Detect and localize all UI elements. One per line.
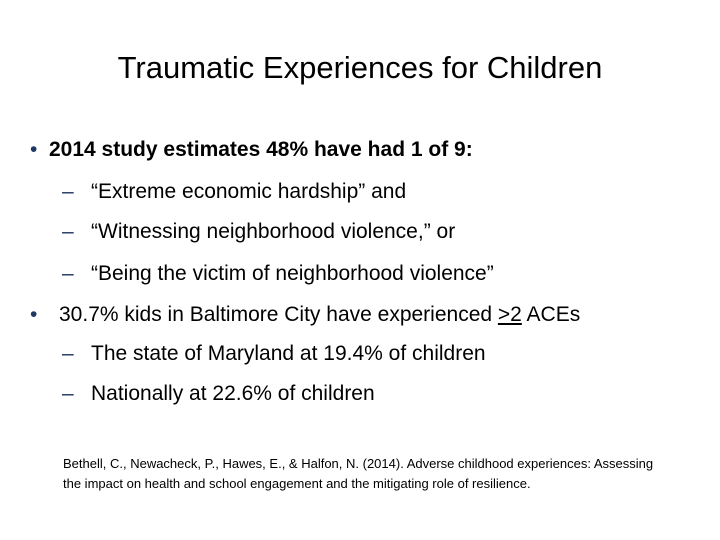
sub-bullet-marker: –: [62, 342, 74, 365]
bullet-2-text: 30.7% kids in Baltimore City have experi…: [59, 301, 580, 329]
bullet-1-text: 2014 study estimates 48% have had 1 of 9…: [49, 138, 473, 161]
bullet-2-text-before: 30.7% kids in Baltimore City have experi…: [59, 303, 498, 326]
slide-title: Traumatic Experiences for Children: [117, 50, 603, 85]
sub-bullet-2-1-text: The state of Maryland at 19.4% of childr…: [91, 342, 486, 365]
bullet-marker: •: [30, 138, 38, 161]
sub-bullet-1-3-text: “Being the victim of neighborhood violen…: [91, 262, 494, 285]
bullet-2-emphasis: >2: [497, 303, 522, 326]
sub-bullet-marker: –: [62, 262, 74, 285]
bullet-marker: •: [30, 303, 38, 326]
bullet-2-text-after: ACEs: [521, 303, 581, 326]
citation: Bethell, C., Newacheck, P., Hawes, E., &…: [63, 456, 654, 491]
sub-bullet-1-1-text: “Extreme economic hardship” and: [91, 180, 407, 203]
sub-bullet-marker: –: [62, 382, 74, 405]
sub-bullet-marker: –: [62, 180, 74, 203]
sub-bullet-marker: –: [62, 220, 74, 243]
sub-bullet-2-2-text: Nationally at 22.6% of children: [91, 382, 375, 405]
sub-bullet-1-2-text: “Witnessing neighborhood violence,” or: [91, 220, 456, 243]
